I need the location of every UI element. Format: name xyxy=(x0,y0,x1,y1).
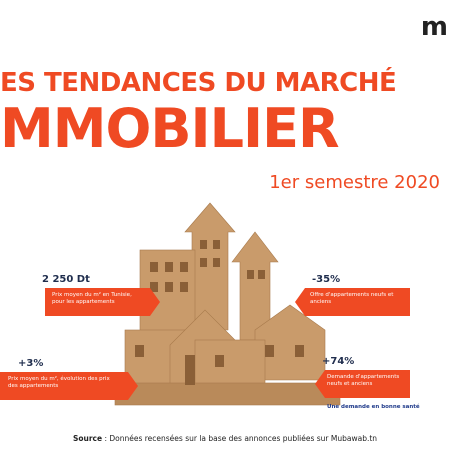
stat-note: Une demande en bonne santé xyxy=(327,404,420,410)
stat-text: Prix moyen du m², évolution des prix des… xyxy=(8,376,110,389)
stat-value: +3% xyxy=(18,358,44,369)
subtitle: 1er semestre 2020 xyxy=(269,172,440,193)
stat-value: 2 250 Dt xyxy=(42,274,90,285)
logo: m xyxy=(420,12,448,42)
title-line2: MMOBILIER xyxy=(0,97,340,160)
stat-text: Offre d'appartements neufs et anciens xyxy=(310,292,394,305)
source-label: Source xyxy=(72,434,103,443)
stat-text: Demande d'appartements neufs et anciens xyxy=(327,374,400,387)
title-line1: ES TENDANCES DU MARCHÉ xyxy=(0,68,397,98)
source: Source : Données recensées sur la base d… xyxy=(0,434,450,443)
source-text: : Données recensées sur la base des anno… xyxy=(104,434,378,443)
stat-text: Prix moyen du m² en Tunisie, pour les ap… xyxy=(52,292,132,305)
stat-value: -35% xyxy=(312,274,341,285)
stat-value: +74% xyxy=(322,356,355,367)
